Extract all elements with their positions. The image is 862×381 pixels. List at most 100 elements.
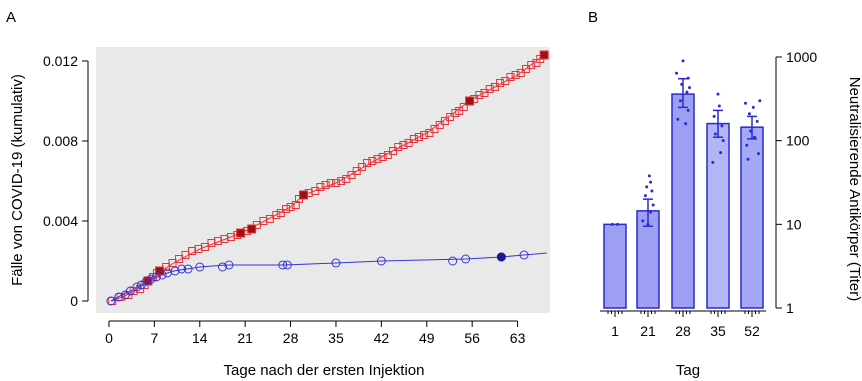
panel-b-point — [688, 86, 691, 90]
panel-a-circle-point — [217, 262, 227, 272]
panel-a-square-point — [259, 217, 268, 225]
panel-b-point — [678, 99, 682, 103]
panel-b-bar — [603, 223, 627, 309]
panel-b-y-tick-label: 100 — [786, 133, 810, 149]
panel-a-square-point — [321, 181, 330, 189]
panel-a-circle-point — [195, 262, 205, 272]
panel-a-circle-point — [461, 254, 471, 264]
panel-a-x-tick-label: 63 — [510, 330, 526, 346]
panel-b-y-tick-label: 1000 — [786, 49, 817, 65]
panel-a-circle-point — [106, 296, 116, 306]
panel-b-point — [719, 151, 723, 155]
panel-a-circle-point — [142, 276, 152, 286]
panel-a-square-point-filled — [465, 96, 475, 106]
panel-b-point — [711, 160, 715, 164]
panel-a-square-point — [496, 79, 505, 87]
panel-b-point — [717, 104, 721, 108]
panel-b-chart: 1 10 100 1000 1 21 28 35 52 Tag Neutralisierend… — [600, 49, 862, 379]
panel-a-square-point — [207, 239, 216, 247]
panel-a-x-tick-label: 49 — [419, 330, 435, 346]
panel-b-point — [686, 108, 690, 112]
panel-a-square-point — [475, 91, 484, 99]
panel-a-letter: A — [6, 9, 16, 26]
panel-a-square-point — [326, 179, 335, 187]
panel-a-x-tick-label: 21 — [237, 330, 253, 346]
panel-a-square-point — [363, 159, 372, 167]
panel-a-square-point — [337, 177, 346, 185]
panel-b-point — [744, 101, 747, 105]
panel-b-x-tick-label: 1 — [611, 323, 619, 339]
panel-a-square-point — [331, 179, 340, 187]
panel-a-square-point — [213, 237, 222, 245]
panel-a-y-tick-label: 0 — [70, 293, 78, 309]
panel-b-point — [645, 185, 649, 189]
panel-a-x-tick-label: 42 — [374, 330, 390, 346]
panel-b-point — [643, 194, 647, 198]
panel-b-bar — [706, 122, 730, 309]
panel-a-circle-point — [183, 264, 193, 274]
panel-a-circle-point — [331, 258, 341, 268]
panel-a-square-point — [409, 135, 418, 143]
panel-b-x-tick-label: 35 — [710, 323, 726, 339]
panel-b-point — [713, 132, 717, 136]
panel-a-x-tick-label: 35 — [328, 330, 344, 346]
panel-b-x-tick-label: 21 — [640, 323, 656, 339]
panel-b-point — [685, 90, 689, 94]
panel-b-y-axis-label: Neutralisierende Antikörper (Titer) — [846, 77, 862, 302]
panel-a-square-point — [368, 157, 377, 165]
panel-b-point — [641, 219, 645, 223]
panel-a-x-tick-label: 0 — [105, 330, 113, 346]
panel-a-square-point — [459, 103, 468, 111]
panel-a-square-point — [194, 245, 203, 253]
panel-a-square-point — [378, 153, 387, 161]
panel-a-square-point — [485, 85, 494, 93]
panel-b-point — [749, 129, 753, 133]
panel-b-point — [616, 222, 620, 226]
panel-b-y-tick-label: 1 — [786, 300, 794, 316]
panel-b-letter: B — [588, 9, 598, 26]
panel-a-circle-point — [125, 286, 135, 296]
panel-b-point — [716, 92, 720, 96]
panel-a-square-point — [511, 71, 520, 79]
panel-a-plot-area — [96, 47, 550, 313]
panel-a-x-tick-label: 28 — [283, 330, 299, 346]
panel-a-circle-point — [114, 292, 124, 302]
panel-b-point — [684, 122, 688, 126]
panel-a-square-point — [187, 247, 196, 255]
panel-a-square-point — [414, 133, 423, 141]
panel-b-point — [650, 189, 654, 193]
panel-a-y-axis: 0 0.004 0.008 0.012 — [43, 53, 89, 309]
panel-a-square-point — [527, 61, 536, 69]
panel-b-point — [746, 157, 750, 161]
panel-a-x-tick-label: 14 — [192, 330, 208, 346]
panel-a-square-point — [373, 155, 382, 163]
panel-a-circle-point — [170, 266, 180, 276]
panel-a-circle-point — [157, 270, 167, 280]
panel-b-point — [646, 222, 650, 226]
panel-a-x-axis-label: Tage nach der ersten Injektion — [224, 362, 425, 379]
panel-b-y-tick-label: 10 — [786, 216, 802, 232]
panel-b-point — [753, 135, 757, 139]
panel-a-square-point — [286, 203, 295, 211]
panel-a-y-tick-label: 0.004 — [43, 213, 78, 229]
panel-a-square-point-filled — [299, 190, 309, 200]
panel-b-point — [676, 117, 680, 121]
panel-a-y-tick-label: 0.008 — [43, 133, 78, 149]
panel-a-square-point — [282, 205, 291, 213]
panel-b-point — [755, 119, 759, 123]
panel-b-point — [757, 152, 760, 156]
panel-a-square-point — [316, 183, 325, 191]
panel-a-circle-point — [132, 282, 142, 292]
panel-b-x-tick-label: 52 — [744, 323, 760, 339]
panel-a-square-point — [399, 141, 408, 149]
panel-a-circle-point — [519, 250, 529, 260]
panel-a-y-axis-label: Fälle von COVID-19 (kumulativ) — [9, 74, 26, 286]
panel-a-square-point — [220, 235, 229, 243]
panel-b-point — [721, 139, 725, 143]
panel-a-square-point — [394, 143, 403, 151]
panel-b-point — [747, 112, 751, 116]
panel-a-square-point-filled — [539, 50, 549, 60]
panel-b-point — [745, 143, 749, 147]
panel-b-point — [651, 203, 655, 207]
panel-b-x-axis: 1 21 28 35 52 — [600, 310, 766, 339]
